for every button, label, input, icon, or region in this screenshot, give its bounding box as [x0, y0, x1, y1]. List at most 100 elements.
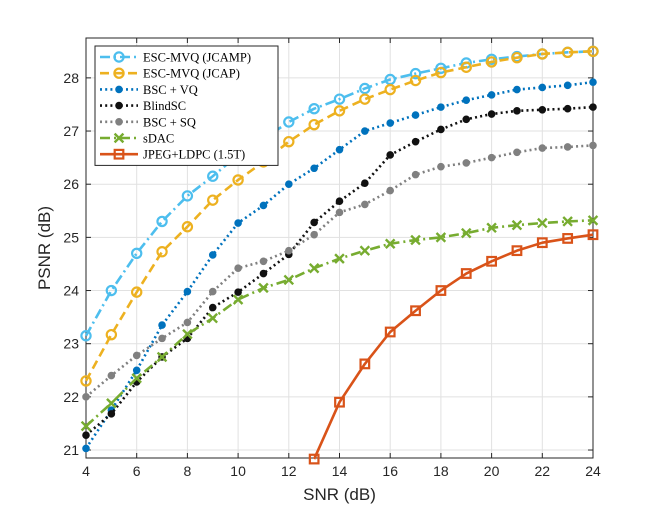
series-1 — [80, 45, 599, 387]
data-point — [587, 215, 599, 226]
data-point — [384, 238, 396, 249]
data-point — [409, 67, 422, 80]
series-0 — [80, 45, 599, 342]
x-tick-label: 22 — [535, 463, 551, 479]
data-point — [335, 145, 344, 154]
data-point — [105, 328, 118, 341]
y-tick-label: 21 — [63, 442, 79, 458]
data-point — [158, 334, 166, 343]
series-5 — [80, 215, 599, 432]
x-tick-label: 4 — [82, 463, 90, 479]
legend-marker — [115, 101, 123, 110]
legend: ESC-MVQ (JCAMP) ESC-MVQ (JCAP) BSC + VQ Bli… — [94, 45, 279, 166]
data-point — [207, 194, 219, 206]
legend-entry: BlindSC — [100, 99, 186, 113]
data-point — [183, 287, 192, 296]
series-line — [84, 49, 594, 337]
data-point — [513, 107, 521, 115]
axes: 4 6 8 10 12 14 16 18 20 22 24 21 22 23 24 25 26 27 28 — [63, 37, 601, 479]
data-point — [487, 91, 496, 99]
data-point — [335, 197, 344, 206]
data-point — [283, 135, 295, 148]
data-point — [207, 170, 219, 182]
legend-box — [94, 45, 279, 166]
data-point — [181, 190, 194, 202]
data-point — [359, 358, 371, 370]
x-tick-label: 14 — [332, 463, 348, 479]
x-tick-label: 16 — [382, 463, 398, 479]
legend-label: JPEG+LDPC (1.5T) — [143, 148, 245, 162]
data-point — [182, 328, 193, 340]
data-point — [435, 232, 447, 243]
y-tick-label: 25 — [63, 229, 79, 245]
data-point — [486, 222, 497, 234]
x-tick-label: 24 — [585, 463, 601, 479]
data-point — [487, 153, 496, 162]
data-point — [82, 444, 90, 453]
x-tick-label: 12 — [281, 463, 297, 479]
legend-entry: JPEG+LDPC (1.5T) — [100, 148, 245, 162]
data-point — [536, 48, 549, 60]
data-point — [562, 233, 574, 244]
data-point — [283, 274, 295, 286]
series-line — [84, 49, 594, 382]
data-point — [132, 351, 141, 360]
data-point — [183, 318, 192, 327]
legend-entry: BSC + VQ — [100, 83, 198, 97]
data-point — [538, 83, 547, 92]
data-point — [259, 257, 268, 266]
legend-label: BSC + SQ — [143, 115, 196, 129]
data-point — [232, 174, 244, 186]
data-point — [589, 78, 597, 86]
data-point — [538, 144, 547, 152]
data-point — [310, 230, 318, 239]
legend-entry: ESC-MVQ (JCAMP) — [100, 51, 251, 65]
data-point — [82, 431, 90, 439]
data-point — [333, 105, 346, 117]
x-tick-label: 10 — [230, 463, 246, 479]
data-point — [411, 111, 420, 119]
x-tick-label: 8 — [184, 463, 192, 479]
data-point — [384, 83, 396, 96]
data-point — [310, 164, 318, 173]
data-point — [587, 229, 599, 241]
y-tick-label: 28 — [63, 70, 79, 86]
data-point — [511, 51, 523, 64]
legend-entry: ESC-MVQ (JCAP) — [100, 67, 240, 81]
y-tick-label: 23 — [63, 336, 79, 352]
data-point — [359, 245, 371, 256]
data-point — [410, 234, 421, 246]
y-tick-label: 27 — [63, 123, 79, 139]
data-point — [283, 116, 295, 128]
data-point — [409, 74, 422, 87]
data-point — [361, 200, 369, 209]
data-point — [511, 245, 523, 257]
data-point — [386, 186, 395, 195]
data-point — [538, 105, 547, 114]
data-point — [308, 262, 320, 274]
data-point — [156, 351, 168, 363]
legend-entry: BSC + SQ — [100, 115, 196, 129]
data-point — [589, 141, 597, 150]
data-point — [411, 170, 420, 179]
legend-entry: sDAC — [100, 132, 174, 146]
data-point — [359, 93, 371, 105]
series-line — [85, 105, 594, 437]
data-point — [234, 219, 242, 227]
data-point — [232, 294, 244, 305]
data-point — [207, 312, 218, 324]
data-point — [587, 45, 599, 57]
data-point — [361, 179, 369, 187]
data-point — [462, 96, 471, 105]
data-point — [259, 269, 268, 278]
data-point — [563, 143, 572, 151]
series-line — [84, 80, 594, 450]
legend-label: ESC-MVQ (JCAMP) — [143, 51, 251, 65]
data-point — [537, 217, 548, 229]
x-tick-label: 20 — [484, 463, 500, 479]
legend-label: sDAC — [143, 132, 174, 146]
x-axis-label: SNR (dB) — [303, 485, 376, 504]
data-point — [359, 82, 371, 95]
data-point — [181, 221, 194, 233]
